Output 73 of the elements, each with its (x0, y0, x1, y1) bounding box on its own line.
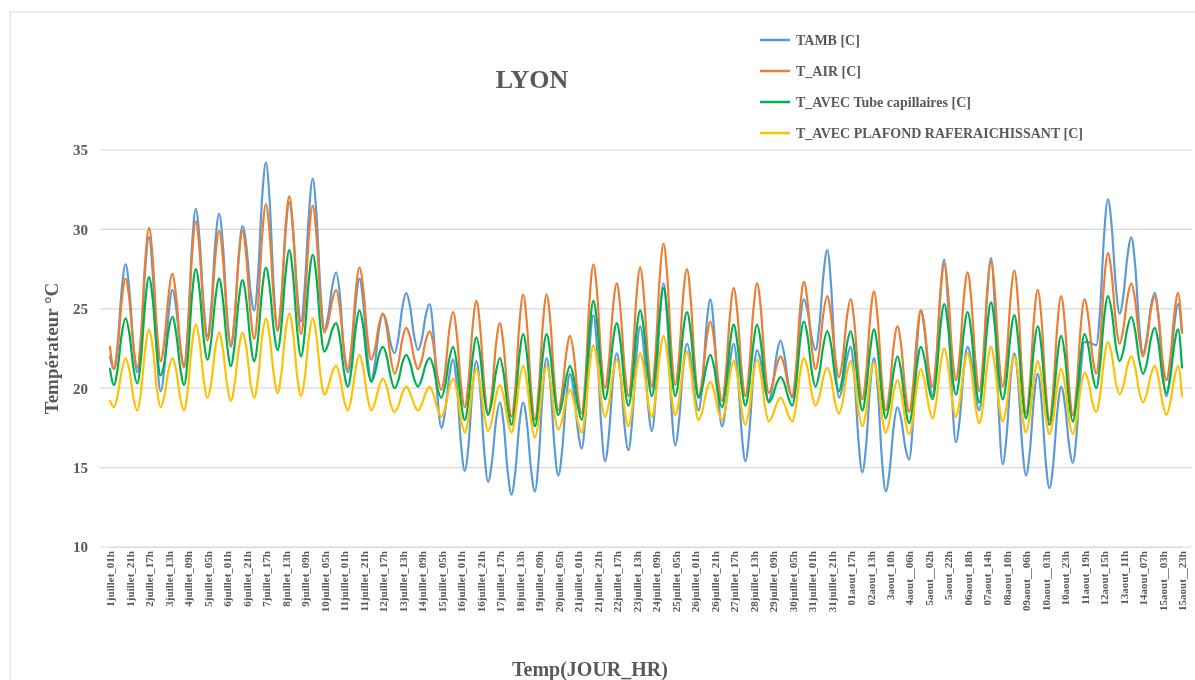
x-tick-label: 28juillet_13h (747, 551, 760, 613)
x-tick-label: 11juillet_21h (357, 551, 370, 612)
x-tick-label: 6juillet_01h (221, 551, 234, 607)
x-tick-label: 8juillet_13h (279, 551, 292, 607)
x-tick-label: 27juillet_17h (728, 551, 741, 613)
x-tick-label: 24juillet_09h (650, 551, 663, 613)
x-tick-label: 08aout_10h (1000, 551, 1013, 606)
x-tick-label: 11aout_19h (1078, 551, 1091, 605)
line-series (108, 312, 1184, 439)
x-tick-label: 12juillet_17h (377, 551, 390, 613)
y-tick-label: 35 (73, 142, 88, 159)
x-tick-label: 4juillet_09h (182, 551, 195, 607)
y-tick-label: 10 (73, 539, 88, 556)
x-tick-label: 14aout_07h (1137, 551, 1150, 606)
line-series (108, 161, 1184, 496)
x-tick-label: 26juillet_21h (708, 551, 721, 613)
x-tick-label: 12aout_15h (1098, 551, 1111, 606)
x-tick-label: 1juillet_01h (104, 551, 117, 607)
x-tick-label: 5aout_22h (942, 551, 955, 600)
x-tick-label: 18juillet_13h (513, 551, 526, 613)
x-tick-label: 06aout_18h (961, 551, 974, 606)
x-tick-label: 13aout_11h (1117, 551, 1130, 605)
x-tick-label: 20juillet_05h (552, 551, 565, 613)
x-tick-label: 3aout_10h (883, 551, 896, 600)
x-tick-label: 26juillet_01h (689, 551, 702, 613)
x-tick-label: 01aout_17h (845, 551, 857, 606)
x-tick-label: 16juillet_01h (455, 551, 468, 613)
x-tick-label: 31juillet_01h (806, 551, 819, 613)
x-axis-title: Temp(JOUR_HR) (512, 658, 668, 680)
x-tick-label: 4aout__06h (903, 551, 916, 606)
y-tick-label: 15 (73, 459, 88, 476)
x-tick-label: 2juillet_17h (143, 551, 156, 607)
y-tick-label: 20 (73, 380, 88, 397)
x-tick-label: 02aout_13h (864, 551, 877, 606)
x-tick-label: 13juillet_13h (396, 551, 409, 613)
y-tick-label: 30 (73, 221, 88, 238)
x-tick-label: 10juillet_05h (318, 551, 331, 613)
x-tick-label: 21juillet_21h (591, 551, 604, 613)
x-tick-label: 07aout_14h (981, 551, 994, 606)
legend-label: T_AIR [C] (796, 63, 861, 79)
x-tick-label: 11juillet_01h (338, 551, 351, 612)
x-tick-label: 30juillet_05h (786, 551, 799, 613)
legend-label: T_AVEC PLAFOND RAFERAICHISSANT [C] (796, 125, 1083, 141)
x-tick-label: 10aout_23h (1059, 551, 1072, 606)
x-tick-label: 7juillet_17h (260, 551, 273, 607)
x-tick-label: 17juillet_17h (494, 551, 507, 613)
x-tick-label: 09aout__06h (1020, 551, 1033, 611)
x-tick-label: 21juillet_01h (572, 551, 585, 613)
x-tick-label: 10aout__03h (1039, 551, 1052, 611)
x-tick-label: 16juillet_21h (474, 551, 487, 613)
x-tick-label: 6juillet_21h (240, 551, 253, 607)
legend-label: T_AVEC Tube capillaires [C] (796, 94, 971, 110)
y-tick-label: 25 (73, 301, 88, 318)
x-tick-label: 15juillet_05h (435, 551, 448, 613)
x-tick-label: 22juillet_17h (611, 551, 624, 613)
line-series (108, 248, 1184, 428)
x-tick-label: 5aout__02h (922, 551, 935, 606)
line-series (108, 194, 1184, 422)
x-tick-label: 9juillet_09h (299, 551, 312, 607)
legend-label: TAMB [C] (796, 32, 860, 48)
chart-title: LYON (495, 65, 569, 94)
x-tick-label: 19juillet_09h (533, 551, 546, 613)
x-tick-label: 5juillet_05h (201, 551, 214, 607)
x-tick-label: 23juillet_13h (630, 551, 643, 613)
x-tick-label: 25juillet_05h (669, 551, 682, 613)
x-tick-label: 31juillet_21h (825, 551, 838, 613)
x-tick-label: 15aout__23h (1176, 551, 1189, 611)
x-tick-label: 29juillet_09h (767, 551, 780, 613)
x-tick-label: 3juillet_13h (162, 551, 175, 607)
x-tick-label: 14juillet_09h (416, 551, 429, 613)
y-axis-title: Températeur °C (41, 282, 62, 415)
x-tick-label: 15aout__03h (1156, 551, 1169, 611)
x-tick-label: 1juillet_21h (123, 551, 136, 607)
